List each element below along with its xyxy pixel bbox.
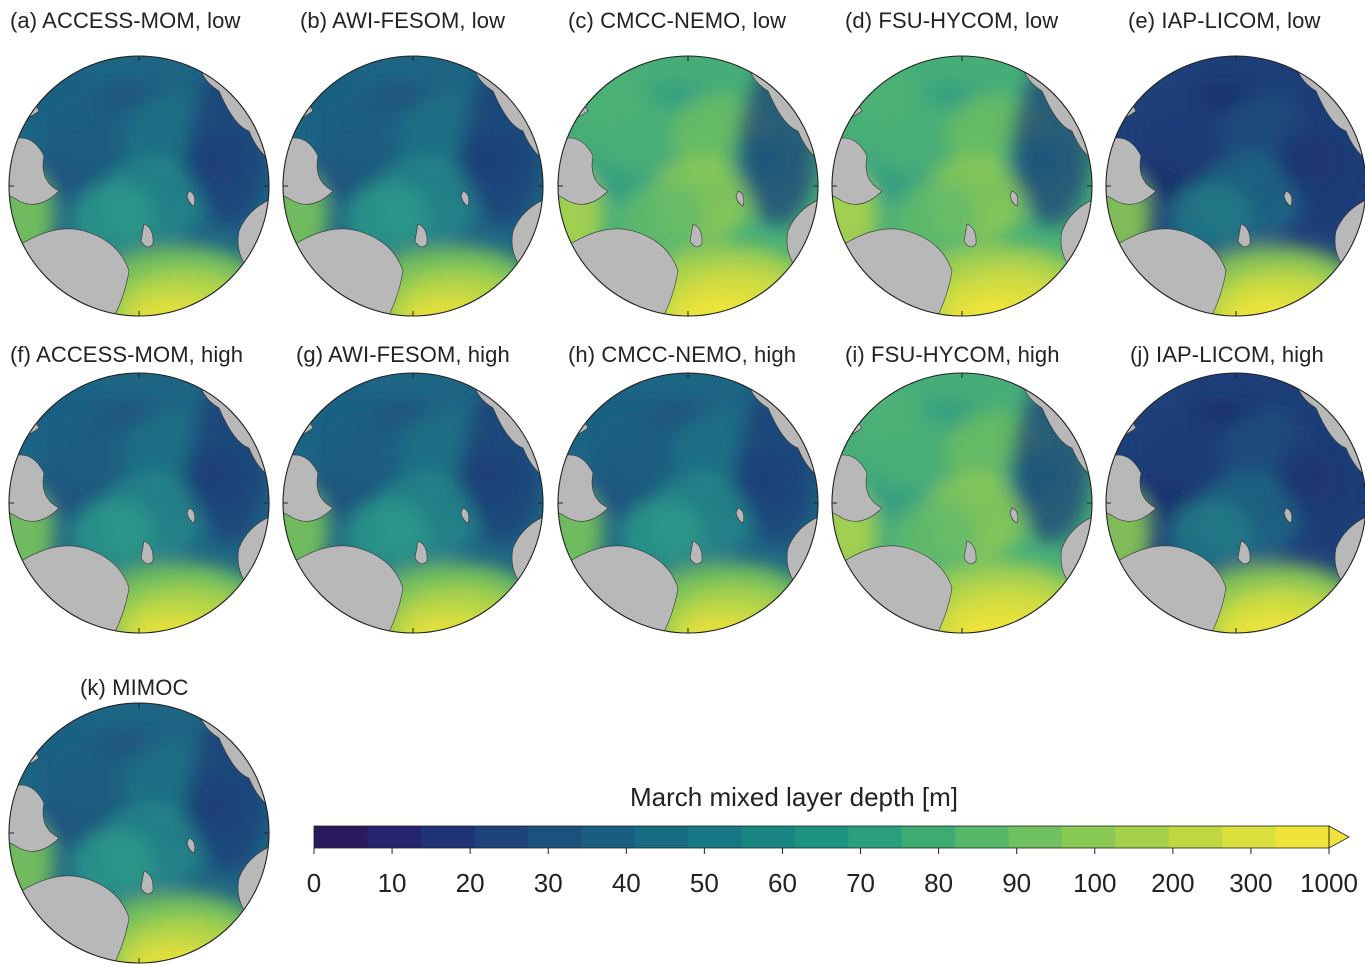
colorbar-tick-label: 30	[533, 868, 563, 898]
panel-title-d: (d) FSU-HYCOM, low	[845, 8, 1059, 33]
colorbar-segment	[1275, 826, 1330, 848]
colorbar-segment	[1008, 826, 1063, 848]
panel-title-k: (k) MIMOC	[80, 675, 189, 700]
colorbar-tick-label: 0	[306, 868, 322, 898]
colorbar-segment	[314, 826, 369, 848]
map-panel-j	[1105, 372, 1365, 634]
map-panel-a	[8, 55, 270, 317]
panel-title-g: (g) AWI-FESOM, high	[296, 342, 510, 367]
colorbar-title: March mixed layer depth [m]	[630, 782, 959, 812]
colorbar-tick-label: 50	[689, 868, 719, 898]
colorbar-segment	[1061, 826, 1116, 848]
map-panel-g	[282, 372, 544, 634]
colorbar-segment	[1115, 826, 1170, 848]
colorbar-segment	[527, 826, 582, 848]
colorbar-tick-label: 1000	[1300, 868, 1358, 898]
colorbar-tick-label: 300	[1229, 868, 1273, 898]
colorbar-tick-label: 80	[924, 868, 954, 898]
map-panel-b	[282, 55, 544, 317]
panel-title-e: (e) IAP-LICOM, low	[1128, 8, 1321, 33]
colorbar-segment	[955, 826, 1010, 848]
colorbar-tick-label: 200	[1151, 868, 1195, 898]
colorbar-segment	[848, 826, 903, 848]
colorbar-segment	[581, 826, 636, 848]
panel-title-b: (b) AWI-FESOM, low	[300, 8, 506, 33]
colorbar-segment	[794, 826, 849, 848]
map-panel-k	[8, 702, 270, 964]
panel-title-f: (f) ACCESS-MOM, high	[10, 342, 244, 367]
map-panel-d	[831, 55, 1093, 317]
colorbar-tick-label: 70	[846, 868, 875, 898]
colorbar-extend-arrow	[1328, 825, 1350, 849]
panel-title-c: (c) CMCC-NEMO, low	[568, 8, 787, 33]
colorbar-segment	[901, 826, 956, 848]
colorbar-segment	[1168, 826, 1223, 848]
panel-title-a: (a) ACCESS-MOM, low	[10, 8, 241, 33]
colorbar-tick-label: 60	[767, 868, 797, 898]
map-panel-i	[831, 372, 1093, 634]
map-panel-e	[1105, 55, 1365, 317]
colorbar-tick-label: 20	[455, 868, 485, 898]
colorbar-segment	[741, 826, 796, 848]
colorbar-segment	[634, 826, 689, 848]
colorbar-segment	[474, 826, 529, 848]
map-panel-f	[8, 372, 270, 634]
panel-title-h: (h) CMCC-NEMO, high	[568, 342, 797, 367]
colorbar-segment	[1222, 826, 1277, 848]
colorbar-segment	[367, 826, 422, 848]
colorbar-tick-label: 10	[377, 868, 407, 898]
colorbar-tick-label: 100	[1073, 868, 1117, 898]
panel-title-j: (j) IAP-LICOM, high	[1130, 342, 1324, 367]
map-panel-h	[557, 372, 819, 634]
colorbar-segment	[420, 826, 475, 848]
colorbar-tick-label: 40	[611, 868, 641, 898]
panel-title-i: (i) FSU-HYCOM, high	[845, 342, 1060, 367]
map-panel-c	[557, 55, 819, 317]
colorbar-segment	[687, 826, 742, 848]
colorbar-tick-label: 90	[1002, 868, 1032, 898]
